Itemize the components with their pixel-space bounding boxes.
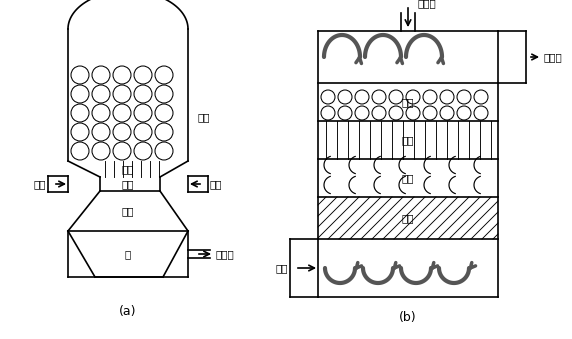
Text: 热解气: 热解气: [216, 249, 235, 259]
Text: (b): (b): [399, 311, 417, 323]
Text: 还原: 还原: [122, 206, 134, 216]
Text: (a): (a): [119, 304, 137, 318]
Text: 热解: 热解: [402, 135, 414, 145]
Text: 热解: 热解: [122, 164, 134, 174]
Text: 干燥: 干燥: [402, 97, 414, 107]
Text: 空气: 空气: [276, 263, 288, 273]
Text: 热解气: 热解气: [544, 52, 563, 62]
Text: 生物质: 生物质: [418, 0, 437, 8]
Text: 氧化: 氧化: [402, 213, 414, 223]
Text: 氧化: 氧化: [122, 179, 134, 189]
Text: 空气: 空气: [34, 179, 46, 189]
Text: 灰: 灰: [405, 263, 411, 273]
Text: 干燥: 干燥: [198, 113, 210, 122]
Text: 灰: 灰: [125, 249, 131, 259]
Text: 空气: 空气: [210, 179, 223, 189]
Text: 还原: 还原: [402, 173, 414, 183]
